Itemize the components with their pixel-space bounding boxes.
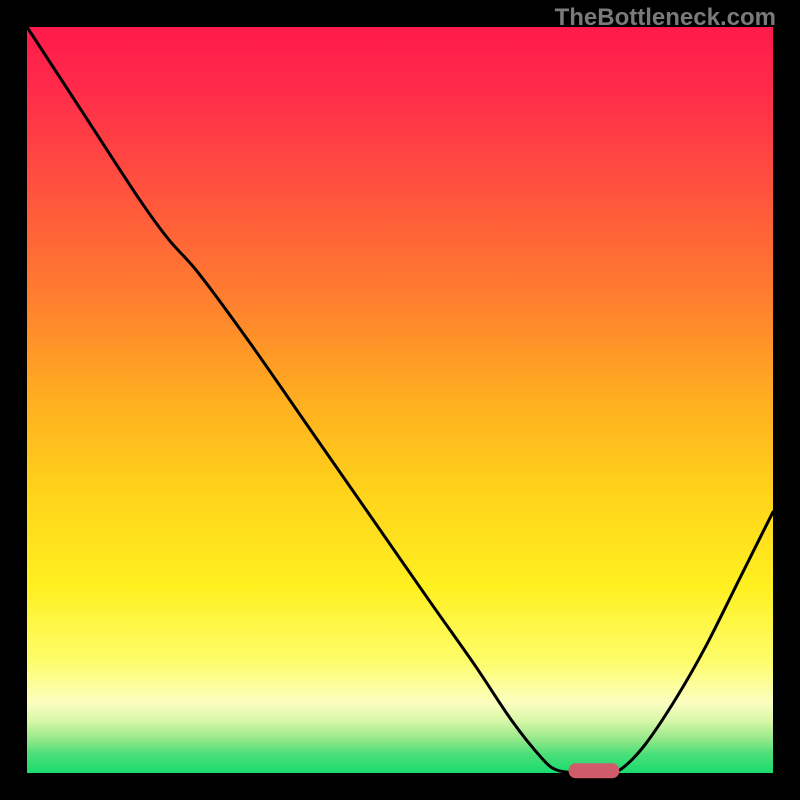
gradient-plot-area	[27, 27, 773, 773]
optimal-marker	[569, 763, 620, 778]
chart-container: TheBottleneck.com	[0, 0, 800, 800]
bottleneck-chart	[0, 0, 800, 800]
watermark-text: TheBottleneck.com	[555, 4, 776, 32]
